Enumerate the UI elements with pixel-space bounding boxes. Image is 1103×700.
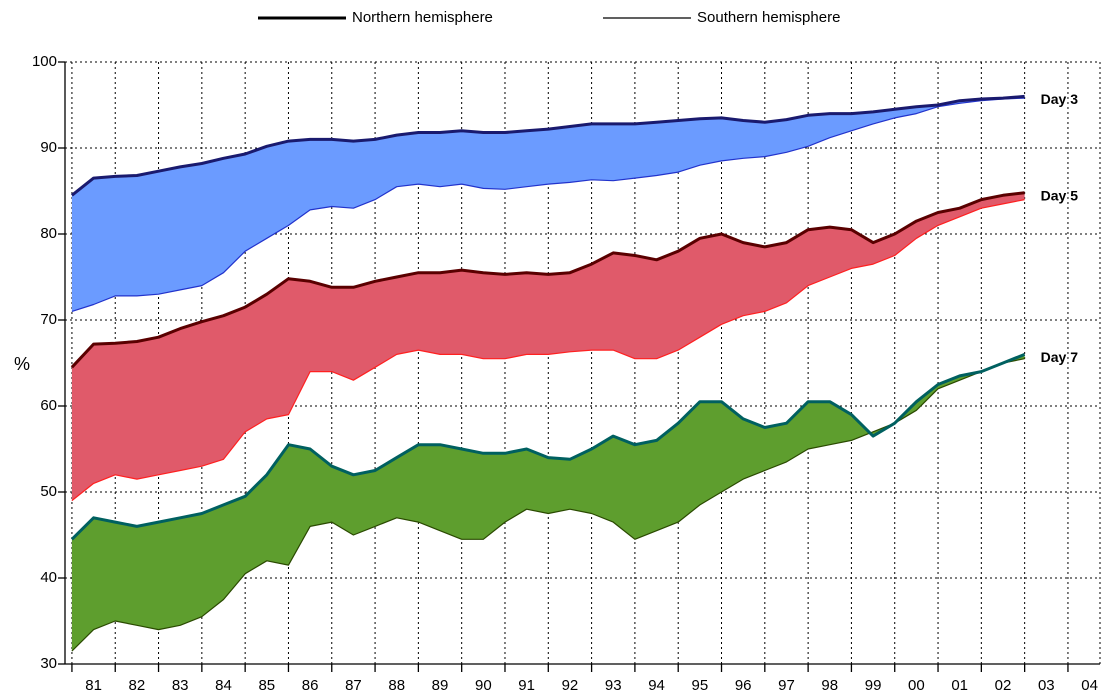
x-tick-label: 84 xyxy=(215,677,232,694)
x-tick-label: 96 xyxy=(735,677,752,694)
x-tick-label: 87 xyxy=(345,677,362,694)
southern-line xyxy=(71,199,1025,502)
band-fill xyxy=(71,354,1025,652)
y-tick-label: 90 xyxy=(40,139,57,156)
x-tick-label: 82 xyxy=(129,677,146,694)
southern-line xyxy=(71,358,1025,652)
x-tick-label: 02 xyxy=(995,677,1012,694)
x-tick-label: 03 xyxy=(1038,677,1055,694)
x-tick-label: 89 xyxy=(432,677,449,694)
x-tick-label: 88 xyxy=(388,677,405,694)
band-label: Day 3 xyxy=(1041,91,1079,107)
x-tick-label: 00 xyxy=(908,677,925,694)
southern-line xyxy=(71,97,1025,312)
x-tick-label: 94 xyxy=(648,677,665,694)
band-label: Day 5 xyxy=(1041,187,1079,203)
x-tick-label: 90 xyxy=(475,677,492,694)
x-tick-label: 86 xyxy=(302,677,319,694)
y-tick-label: 30 xyxy=(40,655,57,672)
x-tick-label: 97 xyxy=(778,677,795,694)
y-tick-label: 70 xyxy=(40,311,57,328)
x-tick-label: 91 xyxy=(518,677,535,694)
x-tick-label: 99 xyxy=(865,677,882,694)
band-fill xyxy=(71,192,1025,501)
x-tick-label: 01 xyxy=(951,677,968,694)
x-tick-label: 92 xyxy=(562,677,579,694)
x-tick-label: 98 xyxy=(821,677,838,694)
northern-line xyxy=(70,94,1025,197)
northern-line xyxy=(70,191,1025,369)
y-tick-label: 100 xyxy=(32,53,57,70)
x-tick-label: 93 xyxy=(605,677,622,694)
y-tick-label: 80 xyxy=(40,225,57,242)
x-tick-label: 81 xyxy=(85,677,102,694)
y-tick-label: 60 xyxy=(40,397,57,414)
y-tick-label: 50 xyxy=(40,483,57,500)
legend-label: Southern hemisphere xyxy=(697,9,840,26)
band-fill xyxy=(71,96,1025,312)
y-tick-label: 40 xyxy=(40,569,57,586)
x-tick-label: 04 xyxy=(1081,677,1098,694)
x-tick-label: 95 xyxy=(692,677,709,694)
northern-line xyxy=(70,353,1026,541)
legend-label: Northern hemisphere xyxy=(352,9,493,26)
x-tick-label: 83 xyxy=(172,677,189,694)
band-label: Day 7 xyxy=(1041,349,1079,365)
x-tick-label: 85 xyxy=(258,677,275,694)
y-axis-label: % xyxy=(14,354,30,374)
